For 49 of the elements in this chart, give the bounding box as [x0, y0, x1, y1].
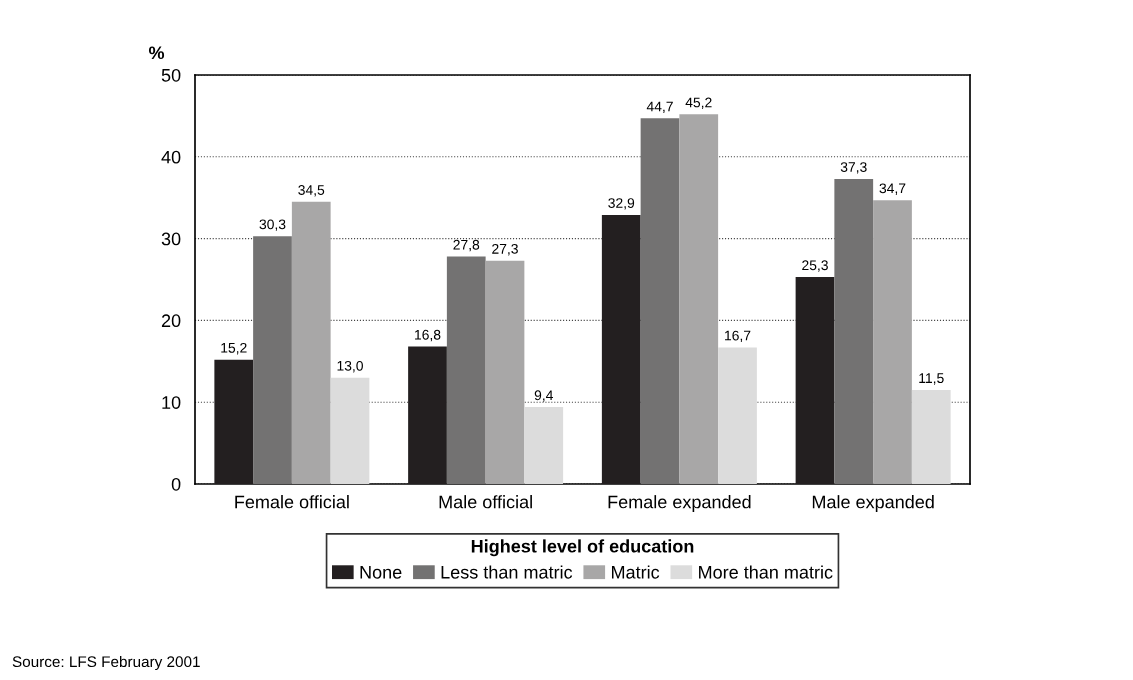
bar — [330, 377, 370, 484]
bar — [640, 118, 680, 484]
bar — [291, 201, 331, 484]
bar — [485, 260, 525, 484]
bar — [446, 256, 486, 484]
y-tick-label: 0 — [171, 477, 181, 491]
data-label: 30,3 — [259, 219, 286, 231]
data-label: 34,5 — [298, 185, 325, 197]
y-axis-title: % — [148, 46, 165, 60]
y-tick-label: 50 — [161, 68, 181, 82]
source-note: Source: LFS February 2001 — [12, 655, 200, 671]
data-label: 16,7 — [725, 330, 751, 343]
bar — [911, 389, 951, 484]
bar — [834, 178, 874, 484]
data-label: 25,3 — [802, 260, 828, 272]
bar — [524, 407, 564, 484]
bar — [253, 236, 292, 484]
data-label: 44,7 — [646, 101, 673, 114]
data-label: 34,7 — [879, 183, 906, 195]
x-tick-label: Female official — [235, 495, 349, 509]
bar — [601, 214, 641, 484]
data-label: 32,9 — [608, 198, 635, 210]
data-label: 37,3 — [840, 162, 867, 174]
bar — [679, 114, 719, 484]
y-tick-label: 20 — [161, 314, 181, 328]
bar — [873, 200, 912, 484]
data-label: 11,5 — [919, 373, 944, 385]
data-label: 13,0 — [337, 360, 363, 373]
legend-label: Matric — [611, 565, 660, 579]
legend-title: Highest level of education — [471, 539, 694, 557]
data-label: 27,3 — [492, 243, 518, 256]
bar — [718, 347, 757, 484]
y-tick-label: 30 — [161, 232, 181, 246]
bar — [408, 346, 447, 484]
y-tick-label: 40 — [161, 150, 181, 164]
bar — [214, 359, 254, 484]
data-label: 9,4 — [534, 390, 553, 402]
legend-label: Less than matric — [441, 565, 573, 579]
y-tick-label: 10 — [162, 396, 181, 409]
bar — [795, 277, 835, 484]
x-tick-label: Female expanded — [608, 495, 751, 512]
data-label: 45,2 — [685, 97, 712, 109]
data-label: 15,2 — [221, 342, 247, 355]
legend-label: None — [360, 566, 402, 579]
data-label: 16,8 — [415, 329, 441, 342]
data-label: 27,8 — [453, 239, 480, 252]
x-tick-label: Male official — [439, 495, 532, 509]
legend-label: More than matric — [699, 565, 833, 579]
x-tick-label: Male expanded — [812, 495, 934, 512]
